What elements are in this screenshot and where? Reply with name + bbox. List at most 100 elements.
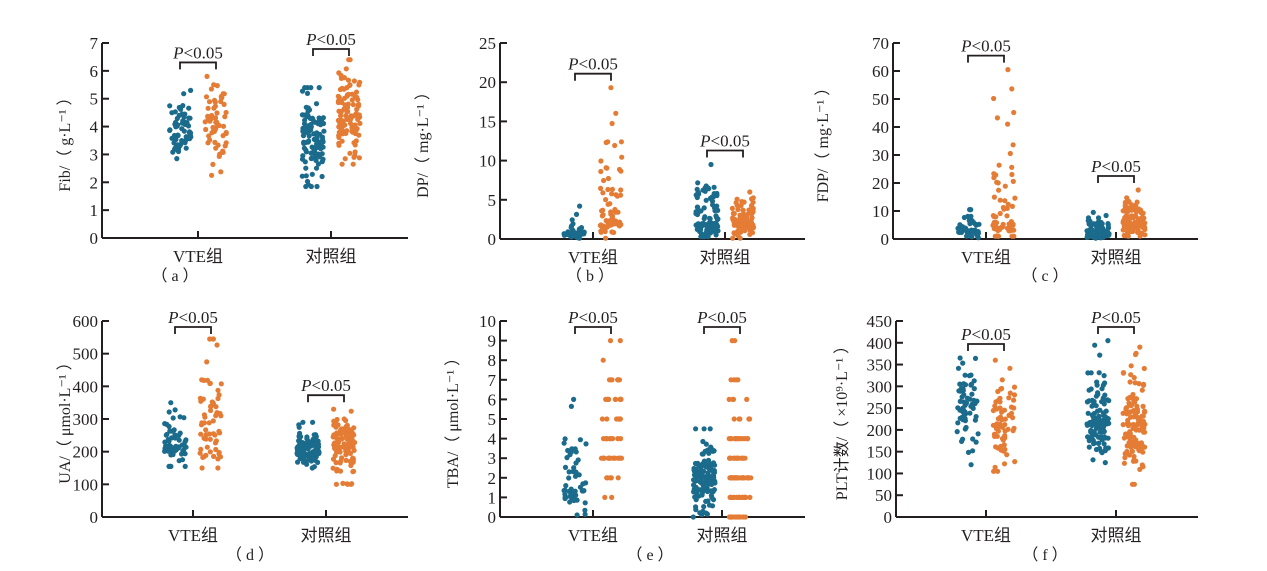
data-point-control <box>1123 431 1129 437</box>
y-axis-title: PLT计数/（ ×10⁹·L⁻¹ ） <box>833 338 851 500</box>
significance-bracket <box>1097 175 1135 183</box>
significance-label: P<0.05 <box>300 376 351 395</box>
data-point-vte <box>707 448 713 454</box>
data-point-vte <box>700 451 706 457</box>
data-point-vte <box>1095 215 1102 221</box>
data-point-vte <box>701 504 707 510</box>
data-point-vte <box>957 398 963 404</box>
data-point-vte <box>1105 435 1111 441</box>
data-point-vte <box>562 464 569 470</box>
data-point-vte <box>295 451 301 458</box>
data-point-control <box>335 93 341 99</box>
data-point-control <box>617 219 623 225</box>
data-point-vte <box>1088 232 1094 238</box>
data-point-vte <box>969 391 975 397</box>
data-point-vte <box>571 465 577 471</box>
y-tick-label: 4 <box>90 118 99 137</box>
data-point-vte <box>302 159 308 165</box>
data-point-vte <box>973 439 979 445</box>
data-point-vte <box>972 221 978 227</box>
data-point-control <box>609 186 616 192</box>
significance-label: P<0.05 <box>960 325 1011 344</box>
data-point-control <box>1142 421 1148 427</box>
data-point-control <box>337 468 344 474</box>
data-point-control <box>609 377 615 383</box>
data-point-vte <box>308 454 314 461</box>
y-tick-label: 10 <box>872 202 889 221</box>
data-point-control <box>212 126 219 132</box>
data-point-vte <box>169 135 175 141</box>
data-point-vte <box>697 510 703 516</box>
data-point-control <box>605 175 612 182</box>
data-point-control <box>1141 365 1147 372</box>
data-point-control <box>1131 434 1137 440</box>
significance-bracket <box>1097 326 1135 334</box>
significance-bracket <box>174 326 212 334</box>
data-point-vte <box>180 103 186 109</box>
data-point-vte <box>296 433 302 439</box>
data-point-control <box>1140 382 1147 388</box>
data-point-control <box>1140 449 1146 455</box>
data-point-vte <box>304 178 311 185</box>
data-point-vte <box>1101 373 1107 379</box>
data-point-vte <box>703 462 709 469</box>
data-point-control <box>222 114 228 120</box>
data-point-control <box>1125 423 1132 429</box>
data-point-vte <box>698 467 704 473</box>
data-point-control <box>218 413 224 419</box>
data-point-control <box>741 199 747 205</box>
data-point-vte <box>1106 398 1112 404</box>
data-point-vte <box>1097 352 1103 358</box>
data-point-control <box>333 435 340 441</box>
data-point-vte <box>712 227 718 233</box>
data-point-vte <box>712 205 718 211</box>
data-point-control <box>604 165 610 171</box>
data-point-vte <box>573 449 579 455</box>
data-point-vte <box>314 183 320 190</box>
data-point-vte <box>312 154 318 160</box>
data-point-vte <box>701 216 707 222</box>
data-point-control <box>738 455 744 461</box>
data-point-control <box>745 224 751 230</box>
data-point-control <box>745 436 751 442</box>
data-point-vte <box>577 484 584 490</box>
data-point-vte <box>1100 434 1106 440</box>
data-point-vte <box>303 443 309 449</box>
data-point-control <box>216 449 222 456</box>
data-point-control <box>198 446 204 452</box>
data-point-vte <box>1091 400 1097 407</box>
data-point-vte <box>296 422 302 428</box>
data-point-control <box>731 210 737 217</box>
data-point-vte <box>179 120 186 126</box>
data-point-control <box>731 494 737 500</box>
y-tick-label: 70 <box>872 34 889 53</box>
data-point-vte <box>709 495 715 501</box>
data-point-control <box>335 422 341 428</box>
data-point-control <box>1009 233 1015 239</box>
data-point-control <box>613 110 619 116</box>
data-point-vte <box>175 445 181 451</box>
data-point-control <box>351 140 357 146</box>
y-tick-label: 100 <box>73 475 99 494</box>
data-point-control <box>351 78 357 84</box>
data-point-vte <box>1098 423 1104 429</box>
data-point-vte <box>703 498 709 504</box>
data-point-control <box>215 142 221 148</box>
data-point-control <box>330 465 336 471</box>
data-point-control <box>1009 164 1015 170</box>
data-point-vte <box>1099 386 1105 392</box>
data-point-vte <box>182 439 188 445</box>
data-point-vte <box>571 396 577 402</box>
data-point-control <box>350 444 356 450</box>
data-point-vte <box>1093 425 1099 431</box>
y-tick-label: 400 <box>867 334 893 353</box>
significance-bracket <box>706 149 744 158</box>
data-point-control <box>207 449 213 455</box>
data-point-vte <box>1101 428 1107 435</box>
data-point-control <box>213 438 219 444</box>
data-point-vte <box>703 197 709 203</box>
data-point-vte <box>700 234 706 240</box>
y-tick-label: 20 <box>479 73 496 92</box>
data-point-vte <box>959 228 966 234</box>
